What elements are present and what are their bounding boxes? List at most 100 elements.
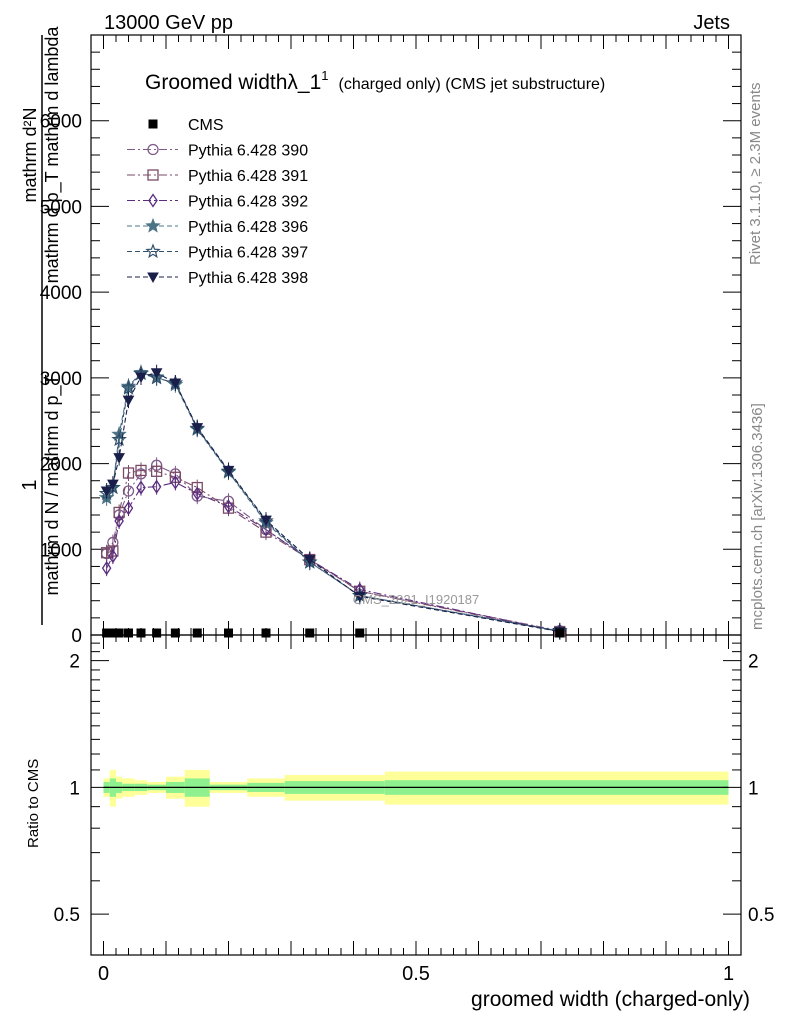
- legend-marker: [145, 217, 161, 233]
- y-axis-title-line4: mathrm d N / mathrm d p_T: [42, 374, 63, 595]
- ratio-y-tick-label-right: 2: [748, 652, 759, 673]
- series-2: [100, 462, 566, 640]
- legend-entry-0: CMS: [148, 117, 224, 134]
- x-tick-label: 1: [723, 963, 734, 985]
- legend-label: Pythia 6.428 392: [188, 194, 308, 211]
- legend-entry-3: Pythia 6.428 392: [127, 193, 308, 211]
- ratio-y-tick-label-right: 0.5: [748, 905, 774, 926]
- series-3: [101, 474, 565, 640]
- cms-data-layer: [102, 628, 565, 638]
- y-axis-title: mathrm d²N mathrm d p_T mathrm d lambda …: [19, 26, 63, 625]
- legend-label: CMS: [188, 117, 224, 134]
- legend-label: Pythia 6.428 398: [188, 270, 308, 287]
- series-marker: [170, 475, 181, 490]
- plot-title-symbol: λ_1: [287, 71, 321, 94]
- legend-label: Pythia 6.428 391: [188, 168, 308, 185]
- series-marker: [169, 378, 182, 390]
- series-marker: [151, 479, 162, 494]
- legend-marker: [145, 243, 161, 259]
- series-5: [98, 365, 568, 640]
- cms-data-point: [305, 628, 315, 638]
- series-line-6: [106, 372, 560, 633]
- legend-label: Pythia 6.428 390: [188, 143, 308, 160]
- series-marker: [135, 464, 147, 477]
- cms-data-point: [192, 628, 202, 638]
- cms-data-point: [124, 628, 133, 638]
- series-marker: [222, 465, 235, 477]
- series-marker: [107, 479, 119, 491]
- series-marker: [353, 591, 366, 603]
- cms-data-point: [114, 628, 124, 638]
- plot-title: Groomed widthλ_11 (charged only) (CMS jet…: [145, 68, 605, 94]
- legend-entry-4: Pythia 6.428 396: [127, 217, 308, 236]
- x-tick-label: 0.5: [402, 963, 430, 985]
- series-marker: [123, 500, 134, 516]
- series-marker: [135, 372, 147, 384]
- y-tick-label: 6000: [40, 112, 82, 133]
- legend-marker: [148, 119, 158, 129]
- series-marker: [101, 560, 112, 576]
- legend-marker: [148, 193, 158, 208]
- legend: CMS Pythia 6.428 390 Pythia 6.428 391 Pythi…: [127, 117, 308, 287]
- series-marker: [122, 485, 135, 497]
- rivet-version-label: Rivet 3.1.10, ≥ 2.3M events: [747, 83, 764, 266]
- legend-entry-2: Pythia 6.428 391: [127, 168, 308, 185]
- legend-label: Pythia 6.428 397: [188, 245, 308, 262]
- legend-entry-1: Pythia 6.428 390: [127, 143, 308, 160]
- cms-data-point: [555, 628, 565, 638]
- ratio-y-tick-label-left: 2: [69, 652, 80, 673]
- series-6: [100, 364, 566, 640]
- y-tick-label: 1000: [40, 540, 82, 561]
- series-marker: [191, 423, 204, 434]
- axis-ticks: [91, 35, 741, 955]
- series-marker: [192, 486, 203, 501]
- series-line-5: [106, 372, 560, 632]
- series-marker: [303, 555, 316, 566]
- cms-data-point: [136, 628, 146, 638]
- y-axis-title-line2: mathrm d p_T mathrm d lambda: [42, 26, 63, 284]
- legend-label: Pythia 6.428 396: [188, 219, 308, 236]
- x-tick-label: 0: [98, 963, 109, 985]
- series-line-2: [106, 469, 560, 633]
- series-line-4: [106, 372, 560, 632]
- series-marker: [114, 513, 124, 529]
- series-line-1: [106, 464, 560, 632]
- series-layer: [98, 364, 568, 640]
- legend-marker: [147, 272, 159, 284]
- series-marker: [111, 431, 127, 447]
- ratio-ylabel: Ratio to CMS: [25, 759, 42, 848]
- legend-entry-5: Pythia 6.428 397: [127, 243, 308, 262]
- series-marker: [150, 368, 163, 379]
- legend-marker: [147, 143, 159, 156]
- axis-tick-labels: 0 1000 2000 3000 4000 5000 6000 0 0.5 1 0.5 0.5 1 1 2 2: [40, 112, 775, 985]
- series-marker: [100, 486, 113, 498]
- ratio-bands: [103, 769, 729, 807]
- y-tick-label: 3000: [40, 369, 82, 390]
- y-tick-label: 4000: [40, 283, 82, 304]
- cms-data-point: [224, 628, 233, 638]
- y-tick-label: 0: [71, 626, 82, 647]
- category-label: Jets: [693, 12, 730, 34]
- series-line-3: [106, 481, 560, 633]
- series-4: [98, 364, 568, 640]
- series-marker: [120, 379, 137, 395]
- series-marker: [122, 467, 135, 479]
- cms-data-point: [102, 628, 112, 638]
- ratio-y-tick-label-left: 0.5: [54, 905, 80, 926]
- cms-data-point: [152, 628, 162, 638]
- mcplots-label: mcplots.cern.ch [arXiv:1306.3436]: [749, 403, 766, 630]
- cms-data-point: [170, 628, 180, 638]
- y-tick-label: 5000: [40, 197, 82, 218]
- y-axis-title-line3: 1: [19, 479, 41, 490]
- series-marker: [150, 465, 163, 477]
- x-axis-label: groomed width (charged-only): [471, 988, 750, 1011]
- ratio-y-tick-label-right: 1: [748, 778, 759, 799]
- series-marker: [136, 480, 146, 495]
- series-marker: [260, 515, 272, 527]
- legend-entry-6: Pythia 6.428 398: [127, 270, 308, 287]
- series-marker: [108, 548, 118, 564]
- series-marker: [223, 499, 234, 514]
- series-marker: [113, 453, 125, 464]
- y-tick-label: 2000: [40, 455, 82, 476]
